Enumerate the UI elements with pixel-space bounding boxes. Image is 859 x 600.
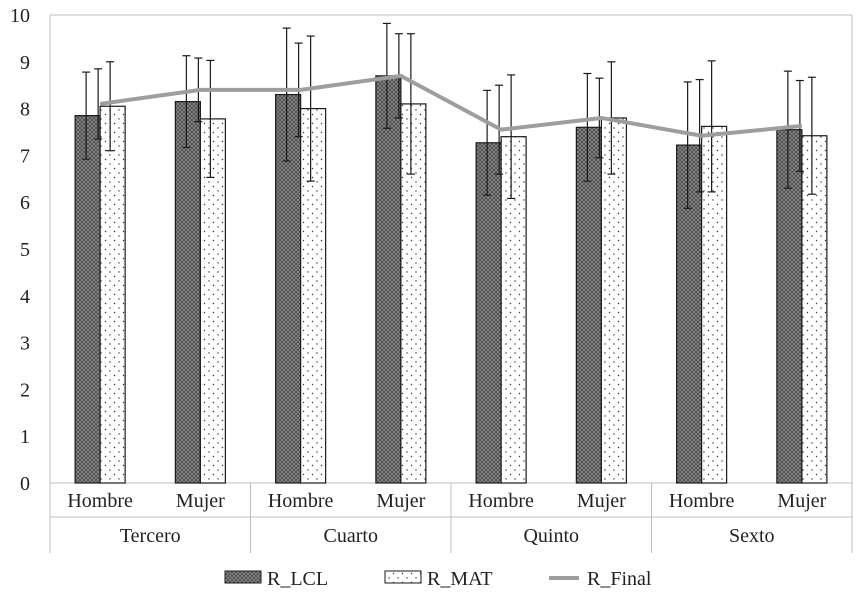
bar-r-mat — [702, 126, 727, 483]
legend-label: R_LCL — [267, 568, 328, 590]
legend-swatch-r-lcl — [225, 571, 261, 583]
x-group-label: Cuarto — [324, 525, 378, 547]
y-tick-label: 8 — [20, 99, 30, 121]
bar-r-lcl — [175, 102, 200, 483]
x-group-label: Quinto — [523, 525, 579, 547]
y-tick-label: 5 — [20, 239, 30, 261]
bar-r-mat — [100, 106, 125, 483]
y-tick-label: 6 — [20, 192, 30, 214]
bar-r-mat — [401, 104, 426, 483]
legend-label: R_Final — [587, 568, 652, 590]
bar-r-lcl — [777, 130, 802, 483]
y-tick-label: 9 — [20, 52, 30, 74]
bar-r-lcl — [376, 76, 401, 483]
bar-r-mat — [802, 136, 827, 483]
y-tick-label: 2 — [20, 379, 30, 401]
y-tick-label: 0 — [20, 473, 30, 495]
bar-r-lcl — [276, 95, 301, 483]
x-category-label: Mujer — [577, 490, 626, 512]
x-category-label: Hombre — [669, 490, 735, 512]
y-tick-label: 4 — [20, 286, 30, 308]
y-tick-label: 7 — [20, 145, 30, 167]
bar-r-lcl — [677, 145, 702, 483]
x-category-label: Hombre — [67, 490, 133, 512]
bar-r-mat — [501, 137, 526, 483]
legend-swatch-r-mat — [385, 571, 421, 583]
x-category-label: Mujer — [376, 490, 425, 512]
y-tick-label: 10 — [10, 5, 30, 27]
bar-r-mat — [301, 109, 326, 483]
x-group-label: Sexto — [729, 525, 775, 547]
bar-r-mat — [200, 119, 225, 483]
y-tick-label: 1 — [20, 426, 30, 448]
x-group-label: Tercero — [120, 525, 181, 547]
x-category-label: Hombre — [268, 490, 334, 512]
x-category-label: Mujer — [176, 490, 225, 512]
bar-r-mat — [601, 118, 626, 483]
x-category-label: Mujer — [777, 490, 826, 512]
bar-r-lcl — [75, 116, 100, 483]
bar-r-lcl — [476, 143, 501, 483]
x-category-label: Hombre — [468, 490, 534, 512]
y-tick-label: 3 — [20, 333, 30, 355]
legend-label: R_MAT — [427, 568, 493, 590]
